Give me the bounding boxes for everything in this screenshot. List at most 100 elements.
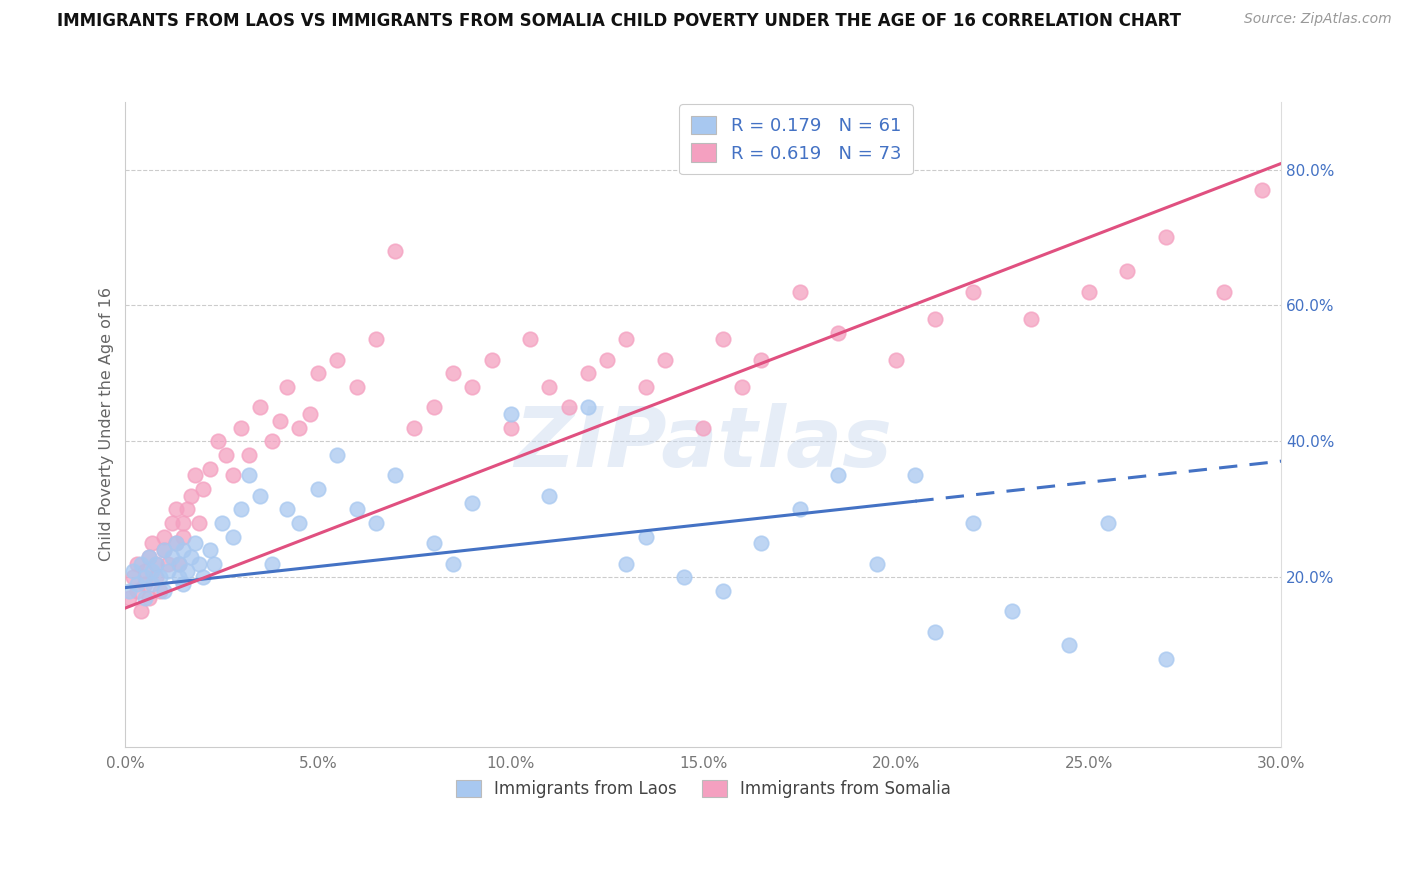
Point [288,421,311,435]
Point [149,584,172,599]
Point [211,516,233,530]
Point [519,333,541,347]
Point [299,407,322,421]
Point [1212,285,1234,299]
Point [165,536,187,550]
Point [1097,516,1119,530]
Point [441,367,464,381]
Point [138,549,160,564]
Text: IMMIGRANTS FROM LAOS VS IMMIGRANTS FROM SOMALIA CHILD POVERTY UNDER THE AGE OF 1: IMMIGRANTS FROM LAOS VS IMMIGRANTS FROM … [56,12,1181,29]
Point [673,570,696,584]
Point [962,516,984,530]
Point [384,244,406,258]
Point [134,577,156,591]
Point [184,468,207,483]
Point [711,333,734,347]
Point [222,468,245,483]
Point [169,557,191,571]
Point [634,530,657,544]
Point [172,530,194,544]
Point [731,380,754,394]
Point [307,367,329,381]
Point [654,352,676,367]
Point [326,352,349,367]
Point [191,482,214,496]
Point [364,516,387,530]
Point [118,584,141,599]
Point [1251,183,1274,197]
Point [884,352,907,367]
Point [187,557,209,571]
Point [596,352,619,367]
Point [441,557,464,571]
Point [172,516,194,530]
Point [125,557,148,571]
Point [238,468,260,483]
Point [326,448,349,462]
Point [207,434,229,449]
Point [180,489,202,503]
Point [499,421,522,435]
Point [422,401,444,415]
Point [160,516,183,530]
Point [200,543,222,558]
Point [229,421,252,435]
Point [260,434,283,449]
Point [1116,264,1139,278]
Point [129,557,152,571]
Point [789,285,811,299]
Point [222,530,245,544]
Point [249,401,271,415]
Point [1154,652,1177,666]
Text: Source: ZipAtlas.com: Source: ZipAtlas.com [1244,12,1392,26]
Point [364,333,387,347]
Point [149,570,172,584]
Point [169,570,191,584]
Point [122,570,145,584]
Point [749,352,772,367]
Point [153,543,176,558]
Point [1154,230,1177,244]
Point [276,380,298,394]
Point [422,536,444,550]
Point [134,564,156,578]
Point [924,312,946,326]
Point [176,502,198,516]
Point [1077,285,1099,299]
Point [125,584,148,599]
Point [156,557,179,571]
Point [153,584,176,599]
Point [138,591,160,605]
Point [557,401,579,415]
Point [789,502,811,516]
Point [288,516,311,530]
Point [191,570,214,584]
Point [134,591,156,605]
Y-axis label: Child Poverty Under the Age of 16: Child Poverty Under the Age of 16 [100,287,114,561]
Legend: Immigrants from Laos, Immigrants from Somalia: Immigrants from Laos, Immigrants from So… [444,769,963,810]
Point [749,536,772,550]
Point [384,468,406,483]
Point [238,448,260,462]
Point [481,352,503,367]
Point [1059,639,1081,653]
Point [125,577,148,591]
Point [141,577,163,591]
Point [176,564,198,578]
Point [138,549,160,564]
Point [160,549,183,564]
Point [180,549,202,564]
Point [276,502,298,516]
Point [141,564,163,578]
Point [269,414,291,428]
Text: ZIPatlas: ZIPatlas [515,403,893,484]
Point [172,577,194,591]
Point [461,495,484,509]
Point [827,326,849,340]
Point [165,536,187,550]
Point [145,557,167,571]
Point [172,543,194,558]
Point [404,421,426,435]
Point [156,564,179,578]
Point [145,557,167,571]
